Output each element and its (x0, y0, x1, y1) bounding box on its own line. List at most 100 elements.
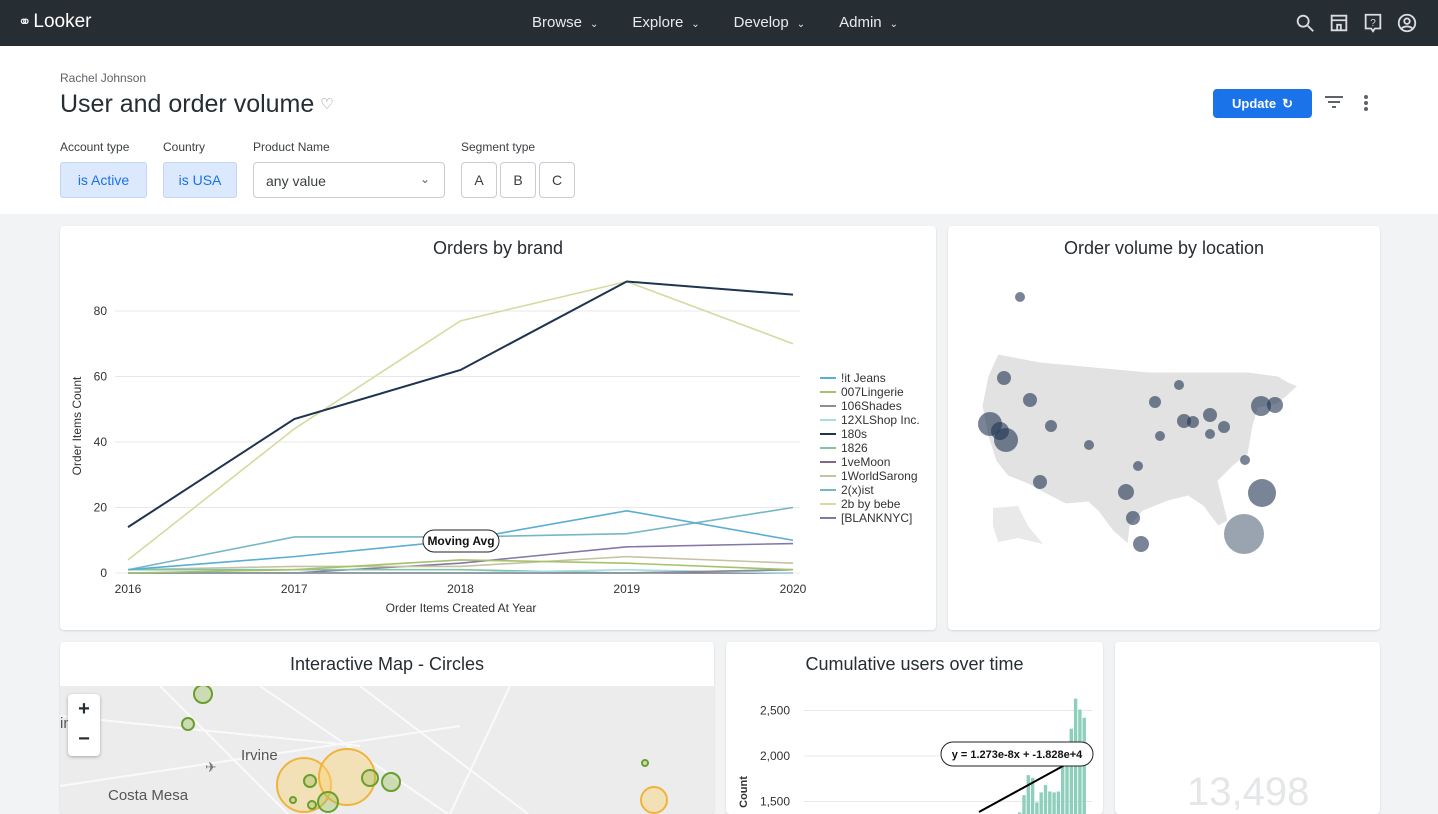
location-bubble (1240, 455, 1250, 465)
tile-orders-by-brand: Orders by brand 0 20 40 60 80 2016 2017 2018 201… (60, 226, 936, 630)
location-bubble (1133, 536, 1149, 552)
legend-label: !it Jeans (841, 371, 886, 385)
location-bubble (1033, 475, 1047, 489)
us-map-shape (981, 353, 1299, 546)
bar (1039, 792, 1043, 814)
filter-account-type[interactable]: is Active (60, 162, 147, 198)
legend-label: 1826 (841, 441, 868, 455)
location-bubble (991, 422, 1009, 440)
bar (1022, 795, 1026, 814)
series-line-1worldsarong (127, 555, 794, 571)
map-label-irvine: Irvine (241, 747, 278, 764)
filter-label-country: Country (163, 140, 206, 154)
location-bubble (1248, 479, 1276, 507)
moving-avg-annotation: Moving Avg (427, 534, 494, 548)
location-bubble (1045, 420, 1057, 432)
single-value-number: 13,498 (1187, 770, 1310, 814)
y-tick-label: 20 (94, 501, 108, 515)
trendline-label-bubble (940, 741, 1094, 767)
location-bubble (1174, 380, 1184, 390)
y-tick-label: 1,500 (760, 795, 790, 809)
top-nav-bar: ⚭ Looker Browse ⌄ Explore ⌄ Develop ⌄ Admin ⌄… (0, 0, 1438, 46)
nav-label: Develop (733, 14, 789, 31)
y-tick-label: 60 (94, 370, 108, 384)
legend-label: 1veMoon (841, 455, 890, 469)
alaska-shape (993, 506, 1043, 544)
favorite-heart-icon[interactable]: ♡ (320, 96, 334, 113)
bar (1018, 812, 1022, 814)
chevron-down-icon: ⌄ (691, 19, 700, 30)
more-vertical-icon[interactable] (1356, 94, 1376, 112)
help-icon[interactable]: ? (1362, 12, 1384, 34)
bar (1048, 791, 1052, 814)
account-icon[interactable] (1396, 12, 1418, 34)
legend-label: 007Lingerie (841, 385, 904, 399)
series-line-106shades (128, 568, 794, 574)
x-tick-label: 2020 (780, 582, 807, 596)
nav-develop[interactable]: Develop ⌄ (734, 14, 805, 31)
bar (1026, 775, 1030, 814)
location-bubble (1133, 461, 1143, 471)
marketplace-icon[interactable] (1328, 12, 1350, 34)
legend-label: 1WorldSarong (841, 469, 918, 483)
bar (1030, 777, 1035, 814)
segment-option-b[interactable]: B (500, 162, 536, 198)
nav-label: Explore (632, 14, 684, 31)
location-bubble (1205, 429, 1215, 439)
x-axis-label: Order Items Created At Year (386, 601, 537, 615)
y-tick-label: 40 (94, 435, 108, 449)
x-tick-label: 2017 (281, 582, 308, 596)
zoom-out-button[interactable]: − (78, 728, 90, 750)
chevron-down-icon: ⌄ (419, 172, 430, 186)
y-tick-label: 80 (94, 304, 108, 318)
y-tick-label: 0 (100, 566, 107, 580)
filter-icon[interactable] (1324, 94, 1344, 110)
nav-browse[interactable]: Browse ⌄ (532, 14, 598, 31)
tile-order-volume-by-location: Order volume by location (948, 226, 1380, 630)
tile-interactive-map: Interactive Map - Circles in ley Irvine … (60, 642, 714, 814)
nav-admin[interactable]: Admin ⌄ (839, 14, 898, 31)
tile-title: Interactive Map - Circles (289, 654, 485, 674)
zoom-in-button[interactable]: + (78, 698, 90, 720)
location-bubble (997, 371, 1011, 385)
dashboard-owner: Rachel Johnson (60, 71, 147, 85)
map-zoom-controls: + − (68, 694, 100, 756)
tile-cumulative-users: Cumulative users over time 1,500 2,000 2,5… (726, 642, 1103, 814)
legend-label: [BLANKNYC] (841, 511, 912, 525)
chevron-down-icon: ⌄ (889, 19, 899, 30)
looker-logo[interactable]: ⚭ Looker (18, 11, 92, 32)
y-tick-label: 2,000 (760, 749, 790, 763)
bar (1052, 792, 1056, 814)
series-line-180s (127, 280, 794, 528)
location-bubble (1203, 408, 1217, 422)
filter-country[interactable]: is USA (163, 162, 237, 198)
location-bubble (1267, 397, 1283, 413)
bar (1035, 802, 1039, 814)
segment-option-c[interactable]: C (539, 162, 575, 198)
product-name-select[interactable]: any value ⌄ (253, 162, 445, 198)
tile-title: Cumulative users over time (805, 654, 1024, 674)
x-tick-label: 2019 (613, 582, 640, 596)
location-bubble (1015, 292, 1025, 302)
search-icon[interactable] (1294, 12, 1316, 34)
bar (1043, 785, 1048, 814)
nav-explore[interactable]: Explore ⌄ (632, 14, 699, 31)
us-bubble-map[interactable] (948, 226, 1380, 630)
segment-option-a[interactable]: A (461, 162, 497, 198)
legend-label: 12XLShop Inc. (841, 413, 920, 427)
location-bubble (1187, 416, 1199, 428)
cumulative-users-chart: 1,500 2,000 2,500 Count y = 1.273e-8x + -1.8… (738, 698, 1094, 814)
location-bubble (1218, 421, 1230, 433)
location-bubble (1177, 414, 1191, 428)
legend-label: 2b by bebe (841, 497, 901, 511)
interactive-map-canvas[interactable]: in ley Irvine Costa Mesa ✈ (60, 686, 714, 814)
series-line-007lingerie (127, 559, 794, 574)
trendline-equation: y = 1.273e-8x + -1.828e+4 (952, 749, 1083, 761)
bar (1061, 765, 1065, 814)
refresh-icon: ↻ (1282, 95, 1293, 111)
update-button[interactable]: Update ↻ (1213, 89, 1312, 118)
orders-by-brand-chart: 0 20 40 60 80 2016 2017 2018 2019 2020 Order Items… (70, 280, 920, 615)
update-label: Update (1232, 96, 1277, 111)
svg-text:?: ? (1370, 18, 1376, 29)
legend-label: 2(x)ist (841, 483, 874, 497)
